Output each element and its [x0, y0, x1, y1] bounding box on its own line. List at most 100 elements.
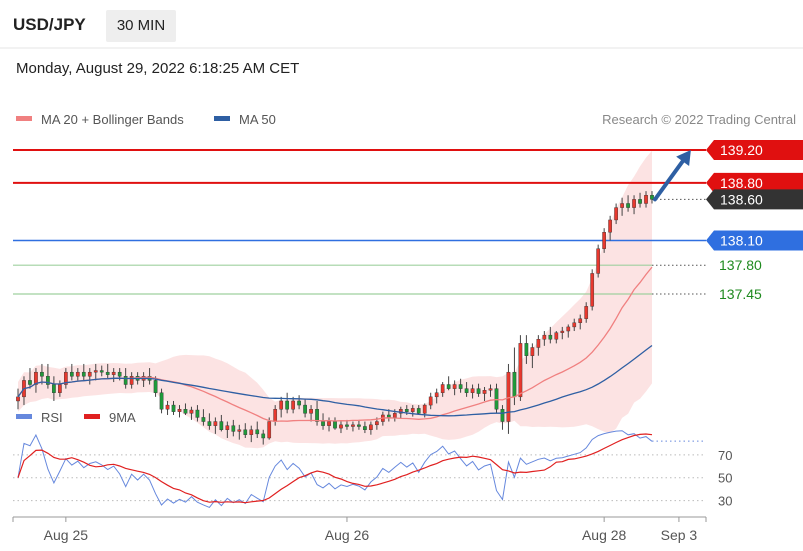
level-tag-label-1: 138.80 [720, 175, 763, 191]
candle [171, 400, 176, 415]
candle [554, 331, 559, 344]
candle-body [584, 306, 589, 319]
candle-body [28, 380, 32, 385]
rsi-line [17, 430, 653, 509]
level-tag-label-0: 139.20 [720, 142, 763, 158]
candle [303, 398, 307, 418]
candle [321, 413, 325, 430]
candle [231, 419, 236, 437]
candle-body [530, 347, 535, 356]
candle-body [261, 433, 266, 439]
level-tag-label-3: 138.10 [720, 233, 763, 249]
forecast-arrow [652, 150, 691, 202]
candle-body [548, 334, 553, 340]
candle [590, 269, 595, 311]
candle-body [345, 424, 349, 427]
candle-body [428, 396, 433, 406]
candle-body [111, 371, 116, 375]
candle [596, 244, 601, 278]
candle [111, 368, 116, 383]
candle-body [285, 400, 289, 410]
candle-body [369, 424, 373, 430]
candle-body [351, 424, 355, 427]
candle-body [129, 376, 134, 385]
candle-body [171, 404, 176, 412]
candle-body [375, 421, 379, 426]
candle [219, 414, 224, 432]
candle [105, 363, 110, 379]
candle [614, 203, 618, 225]
candle [363, 421, 367, 434]
x-axis: Aug 25 Aug 26 Aug 28 Sep 3 [12, 517, 707, 543]
candle-body [34, 371, 38, 385]
candle [644, 191, 648, 208]
candle [494, 383, 499, 414]
candle-body [452, 384, 457, 389]
candle [165, 400, 170, 415]
candle-body [506, 371, 511, 422]
candle-body [273, 409, 278, 422]
candle-body [410, 408, 415, 412]
ma50-legend-label: MA 50 [239, 112, 276, 127]
candle [416, 405, 421, 415]
level-tag-2 [706, 189, 803, 210]
candle-body [572, 322, 577, 328]
candle [93, 363, 98, 381]
candle [177, 405, 182, 418]
bollinger-band-area [18, 150, 652, 449]
candle-body [476, 388, 481, 394]
candle [578, 314, 583, 330]
candle-body [315, 409, 319, 422]
candle-body [626, 203, 630, 208]
candle-body [207, 421, 212, 426]
candle-body [608, 219, 612, 233]
candle [34, 368, 38, 393]
candle [225, 421, 230, 438]
timestamp: Monday, August 29, 2022 6:18:25 AM CET [16, 60, 300, 77]
candle-body [183, 409, 188, 414]
level-lines [13, 149, 706, 295]
candle [488, 384, 493, 397]
rsi-level-30: 30 [718, 494, 732, 509]
candle-body [16, 396, 20, 402]
level-tag-0 [706, 140, 803, 160]
candle [201, 409, 206, 426]
candle [207, 413, 212, 430]
candle-body [357, 424, 361, 427]
support-label-5: 137.45 [719, 286, 762, 302]
candle [315, 400, 319, 426]
candle [195, 405, 200, 422]
candle [369, 421, 373, 435]
candle-body [243, 429, 248, 435]
candle-body [75, 371, 80, 377]
candle-body [81, 371, 86, 377]
candle-body [578, 318, 583, 323]
candle [464, 382, 469, 397]
candle [440, 382, 445, 397]
candle-body [518, 343, 523, 398]
candle-body [524, 343, 529, 356]
candle-body [165, 404, 170, 410]
candlesticks [16, 191, 654, 445]
candle-body [279, 400, 284, 410]
candle-body [566, 326, 571, 332]
candle [351, 421, 355, 432]
candle [249, 425, 254, 443]
candle-body [267, 421, 272, 439]
interval-button[interactable]: 30 MIN [106, 10, 176, 42]
candle-body [40, 371, 44, 377]
candle-body [321, 421, 325, 426]
x-tick-label: Aug 25 [44, 527, 89, 543]
candle [476, 383, 481, 397]
candle-body [482, 390, 487, 394]
rsi-level-50: 50 [718, 471, 732, 486]
rsi-ma-line [17, 433, 653, 504]
candle [339, 421, 343, 434]
candle [129, 372, 134, 389]
candle [452, 380, 457, 396]
candle [28, 368, 32, 389]
arrow-head [676, 150, 691, 167]
candle [261, 429, 266, 445]
candle-body [225, 425, 230, 430]
